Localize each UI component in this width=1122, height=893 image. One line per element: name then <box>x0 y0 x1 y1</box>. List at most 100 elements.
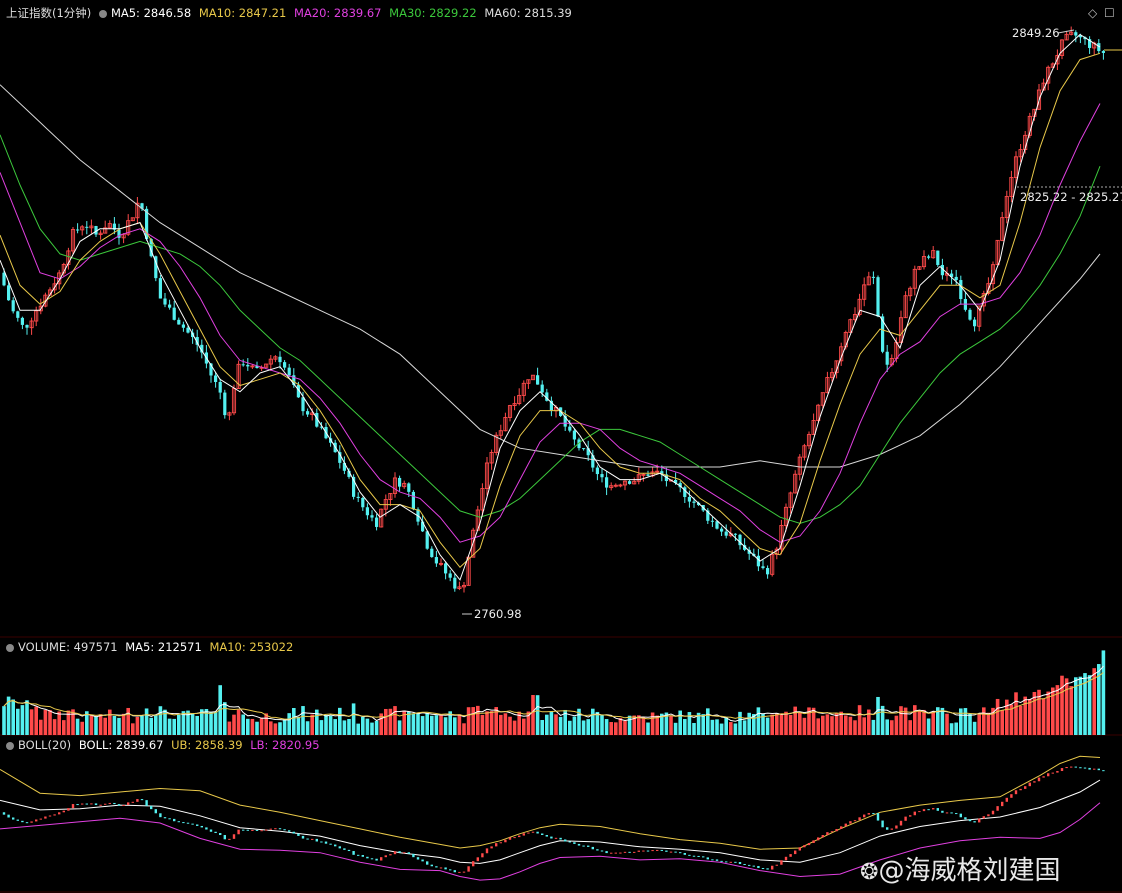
boll-candle <box>807 842 811 846</box>
volume-bar <box>499 714 503 735</box>
boll-candle <box>835 828 838 832</box>
candle-body <box>402 482 407 488</box>
boll-candle <box>1070 766 1073 768</box>
volume-bar <box>949 723 954 735</box>
boll-candle <box>577 843 581 846</box>
boll-candle <box>343 848 346 850</box>
volume-bar <box>581 720 586 735</box>
boll-candle <box>476 857 479 862</box>
boll-lb-legend: LB: 2820.95 <box>250 738 320 752</box>
boll-candle <box>1005 797 1008 802</box>
ma5-legend: MA5: 2846.58 <box>110 6 192 20</box>
volume-bar <box>158 706 163 735</box>
boll-candle <box>117 804 121 806</box>
volume-bar <box>186 710 190 735</box>
boll-candle <box>182 822 185 824</box>
boll-candle <box>44 816 47 819</box>
volume-bar <box>241 714 245 735</box>
volume-bar <box>995 698 1000 735</box>
volume-bar <box>577 708 581 735</box>
boll-candle <box>545 834 548 837</box>
boll-candle <box>600 850 604 852</box>
volume-bar <box>278 722 282 735</box>
candle-body <box>563 415 567 427</box>
boll-candle <box>177 821 180 823</box>
volume-bar <box>825 714 830 735</box>
volume-bar <box>678 710 682 735</box>
boll-candle <box>504 839 507 843</box>
moving-average-layer <box>0 33 1101 581</box>
volume-bar <box>986 712 991 735</box>
candle-body <box>586 448 590 456</box>
boll-candle <box>725 861 728 863</box>
candle-body <box>375 517 379 527</box>
candle-body <box>959 280 963 299</box>
boll-candle <box>950 812 953 814</box>
boll-candle <box>242 829 245 831</box>
volume-bar <box>508 716 512 735</box>
candle-body <box>392 477 398 494</box>
candle-body <box>448 573 452 578</box>
candle-body <box>1000 217 1005 241</box>
candle-body <box>628 481 632 484</box>
candle-body <box>507 405 513 418</box>
candle-body <box>857 298 862 315</box>
volume-bar <box>586 719 590 735</box>
boll-candle <box>283 829 286 831</box>
volume-settings-icon[interactable] <box>6 644 14 652</box>
volume-bar <box>673 722 678 735</box>
boll-candle <box>214 831 217 834</box>
volume-bar <box>788 714 793 735</box>
maximize-icon[interactable]: ☐ <box>1104 6 1115 20</box>
settings-icon[interactable] <box>98 10 107 18</box>
volume-ma-layer <box>3 665 1104 722</box>
candle-body <box>292 375 296 385</box>
candle-body <box>370 515 374 518</box>
volume-bar <box>154 714 158 735</box>
candle-body <box>388 492 393 500</box>
volume-bar <box>453 717 457 735</box>
diamond-icon[interactable]: ◇ <box>1088 6 1098 20</box>
volume-bar <box>328 715 333 735</box>
ma30-legend: MA30: 2829.22 <box>389 6 477 20</box>
boll-candle <box>485 848 489 854</box>
volume-bar <box>623 720 627 735</box>
boll-candle <box>978 818 981 823</box>
candle-body <box>517 394 522 405</box>
volume-bar <box>374 720 379 735</box>
high-marker-line <box>1057 29 1075 34</box>
candle-body <box>521 382 526 396</box>
boll-candle <box>541 833 544 835</box>
boll-candle <box>265 829 268 831</box>
candle-body <box>365 507 369 516</box>
volume-bar <box>522 718 526 735</box>
volume-bar <box>135 716 140 735</box>
boll-candle <box>200 825 203 828</box>
boll-candle <box>1037 777 1041 782</box>
boll-candle <box>1010 794 1013 798</box>
boll-candle <box>389 854 392 856</box>
volume-bar <box>903 707 908 735</box>
volume-bar <box>1097 664 1101 735</box>
volume-bar <box>844 715 848 735</box>
boll-lower-line <box>0 802 1101 881</box>
boll-candle <box>587 845 590 847</box>
candle-body <box>172 307 176 320</box>
volume-bar <box>384 708 388 735</box>
boll-settings-icon[interactable] <box>6 742 14 750</box>
candle-body <box>660 471 664 475</box>
boll-candle <box>674 851 677 853</box>
volume-bar <box>209 712 213 735</box>
volume-bar <box>867 709 871 735</box>
boll-candle <box>996 806 999 811</box>
candle-body <box>1078 35 1082 38</box>
volume-bar <box>462 723 466 735</box>
boll-candle <box>228 838 231 840</box>
candle-body <box>646 474 650 476</box>
volume-bar <box>397 720 402 735</box>
boll-candle <box>968 819 972 822</box>
boll-legend-name: BOLL(20) <box>18 738 72 752</box>
candle-body <box>209 363 213 376</box>
volume-bar <box>1041 698 1046 735</box>
